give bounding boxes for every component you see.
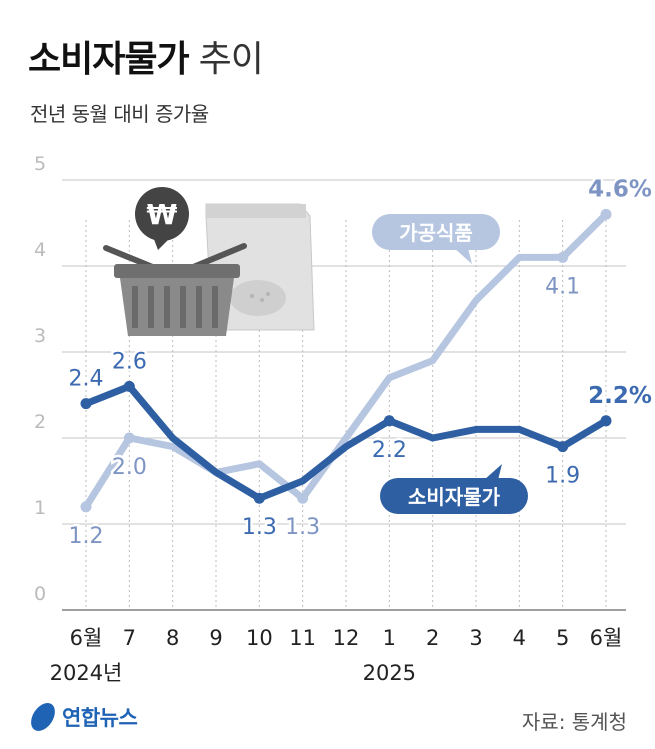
data-label-cpi: 2.4 — [69, 367, 104, 392]
x-tick-label: 10 — [246, 626, 273, 650]
data-point — [600, 415, 612, 427]
x-tick-label: 6월 — [70, 626, 103, 650]
legend-tag-cpi: 소비자물가 — [380, 464, 528, 514]
x-tick-label: 11 — [289, 626, 316, 650]
illustration: ₩ — [103, 187, 315, 336]
data-point — [297, 492, 309, 504]
legend-tag-food-label: 가공식품 — [399, 221, 473, 245]
data-source: 자료: 통계청 — [521, 710, 627, 734]
data-label-cpi: 1.9 — [545, 464, 580, 489]
data-label-food: 4.6% — [588, 176, 652, 202]
y-axis-ticks: 0 1 2 3 4 5 — [34, 153, 46, 605]
yonhap-logo-mark — [27, 703, 59, 731]
food-bag-icon — [205, 203, 315, 331]
x-tick-label: 4 — [513, 626, 526, 650]
data-label-cpi: 2.2% — [588, 383, 652, 409]
x-tick-label: 1 — [383, 626, 396, 650]
data-label-food: 4.1 — [545, 274, 580, 299]
series-line-0 — [82, 382, 610, 502]
x-tick-label: 9 — [209, 626, 222, 650]
series-line-1 — [82, 210, 610, 511]
y-tick-label: 2 — [34, 411, 46, 433]
chart-title: 소비자물가 추이 — [28, 30, 264, 82]
yonhap-logo: 연합뉴스 — [27, 700, 138, 734]
y-tick-label: 1 — [34, 497, 46, 519]
x-tick-label: 5 — [556, 626, 569, 650]
data-point — [253, 492, 265, 504]
data-labels: 2.4 2.6 1.3 2.2 1.9 2.2% 1.2 2.0 1.3 4.1 4.6% — [66, 174, 654, 551]
data-point — [557, 441, 569, 453]
data-point — [80, 398, 92, 410]
data-label-cpi: 2.2 — [372, 438, 407, 463]
data-label-food: 1.2 — [69, 524, 104, 549]
chart-subtitle: 전년 동월 대비 증가율 — [30, 102, 209, 126]
yonhap-logo-text: 연합뉴스 — [62, 706, 138, 730]
x-tick-label: 12 — [333, 626, 360, 650]
data-label-cpi: 1.3 — [242, 515, 277, 540]
data-label-food: 2.0 — [112, 455, 147, 480]
data-label-cpi: 2.6 — [112, 349, 147, 374]
data-point — [557, 251, 569, 263]
legend-tag-food: 가공식품 — [372, 214, 500, 264]
y-tick-label: 0 — [34, 583, 46, 605]
shopping-basket-icon — [103, 243, 247, 336]
data-point — [123, 432, 135, 444]
won-icon: ₩ — [135, 187, 189, 250]
data-point — [383, 415, 395, 427]
y-tick-label: 5 — [34, 153, 46, 175]
x-tick-label: 8 — [166, 626, 179, 650]
data-point — [80, 501, 92, 513]
year-label: 2025 — [363, 661, 416, 685]
data-point — [600, 208, 612, 220]
data-label-food: 1.3 — [285, 515, 320, 540]
data-point — [123, 380, 135, 392]
legend-tag-cpi-label: 소비자물가 — [408, 485, 501, 509]
y-tick-label: 4 — [34, 239, 46, 261]
title-sub: 추이 — [198, 39, 264, 80]
svg-text:₩: ₩ — [147, 198, 178, 231]
grid-lines — [62, 179, 626, 611]
x-tick-label: 2 — [426, 626, 439, 650]
x-tick-label: 7 — [123, 626, 136, 650]
x-tick-label: 6월 — [590, 626, 623, 650]
x-tick-label: 3 — [469, 626, 482, 650]
y-tick-label: 3 — [34, 325, 46, 347]
series-layer — [80, 208, 612, 513]
year-label: 2024년 — [50, 661, 123, 685]
title-main: 소비자물가 — [28, 39, 190, 80]
